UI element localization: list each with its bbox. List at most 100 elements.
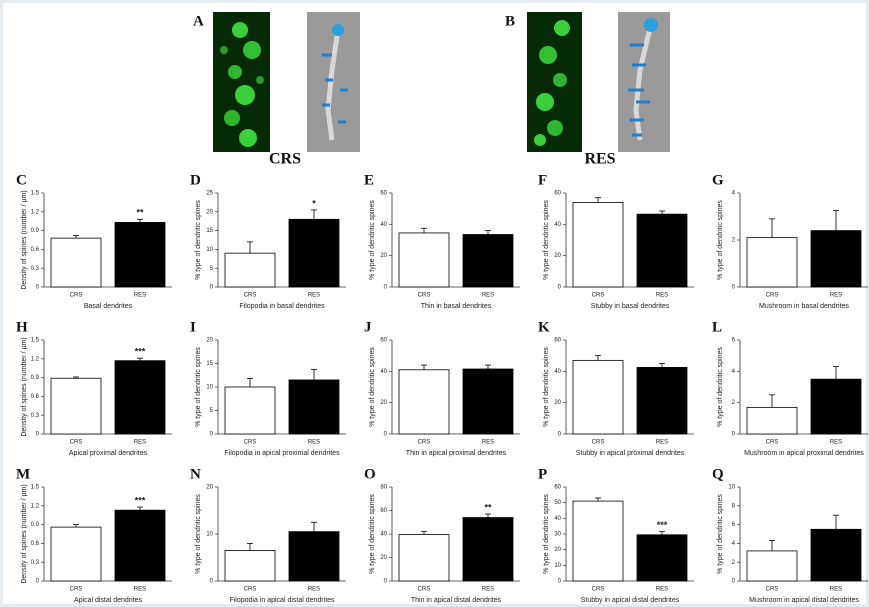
y-tick-label: 10	[728, 485, 735, 491]
x-axis-label: Apical proximal dendrites	[69, 450, 148, 457]
bar	[462, 517, 514, 582]
y-tick-label: 2	[732, 400, 736, 406]
image-b	[527, 12, 670, 152]
y-tick-label: 0.9	[31, 522, 40, 528]
image-label: CRS	[269, 151, 301, 168]
x-axis-label: Apical distal dendrites	[74, 597, 143, 604]
y-tick-label: 40	[554, 516, 561, 522]
y-tick-label: 1.5	[31, 338, 40, 344]
y-tick-label: 0.6	[31, 247, 40, 253]
y-tick-label: 1.2	[31, 209, 40, 215]
y-tick-label: 20	[206, 209, 213, 215]
x-axis-label: Mushroom in basal dendrites	[759, 303, 849, 310]
y-tick-label: 25	[206, 191, 213, 197]
y-tick-label: 60	[554, 338, 561, 344]
y-tick-label: 0	[210, 285, 214, 291]
y-tick-label: 20	[380, 555, 387, 561]
x-axis-label: Basal dendrites	[84, 303, 133, 310]
y-tick-label: 1.5	[31, 191, 40, 197]
image-label: RES	[584, 151, 615, 168]
y-tick-label: 0.6	[31, 394, 40, 400]
y-tick-label: 6	[732, 338, 736, 344]
x-tick-label: CRS	[766, 440, 779, 446]
y-tick-label: 15	[206, 228, 213, 234]
x-tick-label: CRS	[70, 293, 83, 299]
y-axis-label: % type of dendritic spines	[195, 494, 202, 574]
y-tick-label: 60	[554, 485, 561, 491]
y-tick-label: 1.2	[31, 503, 40, 509]
x-tick-label: RES	[482, 293, 494, 299]
y-tick-label: 20	[380, 253, 387, 259]
y-tick-label: 20	[554, 547, 561, 553]
y-tick-label: 0	[558, 432, 562, 438]
bar	[572, 500, 624, 582]
y-tick-label: 15	[206, 361, 213, 367]
y-tick-label: 0	[384, 432, 388, 438]
bar	[636, 534, 688, 582]
x-tick-label: RES	[482, 440, 494, 446]
y-tick-label: 10	[554, 563, 561, 569]
x-axis-label: Mushroom in apical proximal dendrites	[744, 450, 864, 457]
x-tick-label: RES	[308, 440, 320, 446]
y-tick-label: 50	[554, 500, 561, 506]
x-tick-label: RES	[830, 293, 842, 299]
y-tick-label: 60	[380, 191, 387, 197]
y-tick-label: 4	[732, 369, 736, 375]
bar	[810, 230, 862, 288]
x-tick-label: RES	[830, 587, 842, 593]
y-tick-label: 0	[36, 432, 40, 438]
panel-letter: A	[193, 13, 204, 29]
y-tick-label: 40	[554, 369, 561, 375]
bar	[114, 509, 166, 582]
x-tick-label: RES	[656, 293, 668, 299]
y-tick-label: 60	[380, 508, 387, 514]
x-tick-label: RES	[308, 293, 320, 299]
bar	[50, 237, 102, 288]
panel-letter: N	[190, 466, 201, 482]
bar	[114, 222, 166, 288]
bar	[746, 550, 798, 582]
y-tick-label: 0	[384, 285, 388, 291]
x-tick-label: RES	[656, 587, 668, 593]
y-tick-label: 60	[380, 338, 387, 344]
y-tick-label: 20	[380, 400, 387, 406]
x-tick-label: CRS	[244, 587, 257, 593]
y-tick-label: 0	[558, 285, 562, 291]
y-tick-label: 0	[36, 579, 40, 585]
panel-letter: Q	[712, 466, 724, 482]
x-tick-label: CRS	[418, 587, 431, 593]
bar	[50, 377, 102, 435]
panel-letter: G	[712, 172, 724, 188]
x-tick-label: RES	[134, 293, 146, 299]
x-tick-label: CRS	[418, 293, 431, 299]
bar	[288, 379, 340, 435]
x-axis-label: Filopodia in basal dendrites	[239, 303, 325, 310]
y-tick-label: 2	[732, 238, 736, 244]
panel-letter: P	[538, 466, 547, 482]
y-tick-label: 0.6	[31, 541, 40, 547]
y-tick-label: 0	[732, 285, 736, 291]
y-tick-label: 0.3	[31, 560, 40, 566]
x-tick-label: RES	[134, 587, 146, 593]
panel-letter: I	[190, 319, 196, 335]
x-axis-label: Stubby in basal dendrites	[591, 303, 670, 310]
bar	[636, 367, 688, 435]
panel-letter: D	[190, 172, 201, 188]
bar	[636, 213, 688, 288]
panel-letter: F	[538, 172, 547, 188]
y-tick-label: 0	[384, 579, 388, 585]
bar	[572, 201, 624, 288]
x-axis-label: Mushroom in apical distal dendrites	[749, 597, 859, 604]
y-tick-label: 30	[554, 532, 561, 538]
x-tick-label: CRS	[592, 293, 605, 299]
x-tick-label: RES	[656, 440, 668, 446]
bar	[398, 369, 450, 435]
y-tick-label: 5	[210, 408, 214, 414]
significance-label: **	[136, 208, 144, 218]
bar	[462, 234, 514, 288]
panel-letter: C	[16, 172, 27, 188]
x-tick-label: CRS	[70, 587, 83, 593]
x-axis-label: Thin in apical proximal dendrites	[406, 450, 507, 457]
x-axis-label: Thin in apical distal dendrites	[411, 597, 502, 604]
y-tick-label: 10	[206, 532, 213, 538]
